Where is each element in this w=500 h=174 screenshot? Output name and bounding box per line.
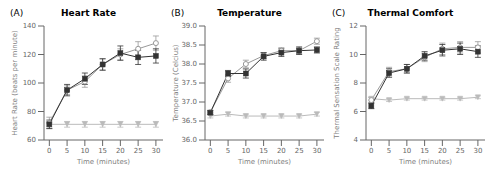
svg-text:25: 25 (295, 147, 304, 155)
svg-text:30: 30 (312, 147, 321, 155)
svg-text:10: 10 (402, 147, 411, 155)
svg-text:80: 80 (27, 108, 36, 116)
svg-text:60: 60 (27, 136, 36, 144)
svg-text:0: 0 (208, 147, 212, 155)
svg-text:Thermal Sensation Scale Rating: Thermal Sensation Scale Rating (333, 27, 341, 139)
svg-text:Temperature (Celcius): Temperature (Celcius) (172, 44, 180, 122)
html-text:(B): (B) (171, 8, 185, 18)
svg-text:8: 8 (354, 79, 358, 87)
svg-text:38.5: 38.5 (181, 41, 197, 49)
html-text:(A): (A) (10, 8, 24, 18)
svg-text:100: 100 (23, 79, 36, 87)
svg-text:10: 10 (80, 147, 89, 155)
svg-text:0: 0 (47, 147, 51, 155)
svg-text:30: 30 (473, 147, 482, 155)
svg-text:25: 25 (134, 147, 143, 155)
svg-text:6: 6 (354, 108, 359, 116)
svg-text:Time (minutes): Time (minutes) (237, 158, 291, 166)
svg-text:5: 5 (387, 147, 391, 155)
html-text:Heart Rate: Heart Rate (61, 8, 116, 18)
svg-text:15: 15 (98, 147, 107, 155)
svg-text:30: 30 (151, 147, 160, 155)
svg-text:Time (minutes): Time (minutes) (398, 158, 452, 166)
svg-text:15: 15 (259, 147, 268, 155)
svg-text:25: 25 (456, 147, 465, 155)
svg-text:10: 10 (241, 147, 250, 155)
svg-text:5: 5 (65, 147, 69, 155)
svg-text:10: 10 (349, 51, 358, 59)
svg-text:140: 140 (23, 22, 36, 30)
svg-text:5: 5 (226, 147, 230, 155)
svg-text:Time (minutes): Time (minutes) (76, 158, 130, 166)
svg-text:38.0: 38.0 (181, 60, 197, 68)
svg-text:39.0: 39.0 (181, 22, 197, 30)
svg-text:0: 0 (369, 147, 373, 155)
svg-text:20: 20 (438, 147, 447, 155)
svg-text:120: 120 (23, 51, 36, 59)
svg-text:20: 20 (277, 147, 286, 155)
svg-text:36.0: 36.0 (181, 136, 197, 144)
svg-text:36.5: 36.5 (181, 117, 197, 125)
svg-text:12: 12 (349, 22, 358, 30)
html-text:Temperature: Temperature (217, 8, 282, 18)
svg-text:4: 4 (354, 136, 359, 144)
svg-text:20: 20 (116, 147, 125, 155)
svg-text:Heart Rate (beats per minute): Heart Rate (beats per minute) (11, 30, 19, 136)
html-text:(C): (C) (332, 8, 346, 18)
html-text:Thermal Comfort: Thermal Comfort (367, 8, 454, 18)
svg-text:15: 15 (420, 147, 429, 155)
svg-text:37.5: 37.5 (181, 79, 197, 87)
svg-text:37.0: 37.0 (181, 98, 197, 106)
